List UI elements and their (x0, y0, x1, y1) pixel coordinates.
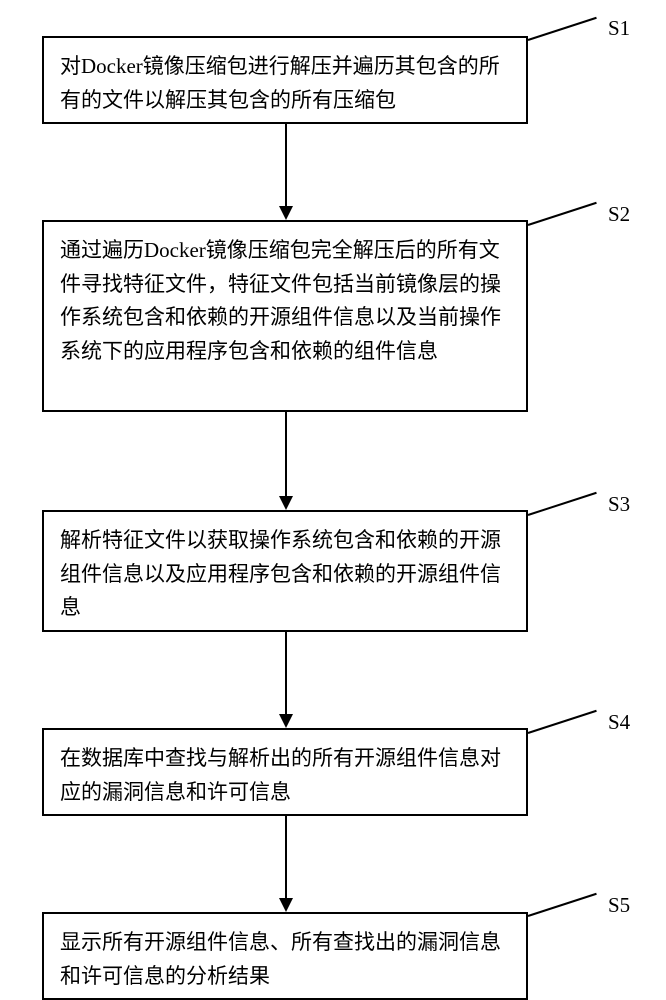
label-connector-s2 (528, 202, 597, 226)
step-label-s5: S5 (608, 893, 630, 918)
step-box-s4: 在数据库中查找与解析出的所有开源组件信息对应的漏洞信息和许可信息 (42, 728, 528, 816)
arrow-s3-s4 (279, 714, 293, 728)
step-text-s1: 对Docker镜像压缩包进行解压并遍历其包含的所有的文件以解压其包含的所有压缩包 (60, 54, 500, 112)
step-box-s2: 通过遍历Docker镜像压缩包完全解压后的所有文件寻找特征文件，特征文件包括当前… (42, 220, 528, 412)
arrow-s2-s3 (279, 496, 293, 510)
arrow-s4-s5 (279, 898, 293, 912)
connector-s1-s2 (285, 124, 287, 206)
connector-s2-s3 (285, 412, 287, 496)
label-connector-s5 (528, 893, 597, 917)
step-text-s3: 解析特征文件以获取操作系统包含和依赖的开源组件信息以及应用程序包含和依赖的开源组… (60, 528, 501, 619)
label-connector-s4 (528, 710, 597, 734)
step-label-s1: S1 (608, 16, 630, 41)
step-label-s3: S3 (608, 492, 630, 517)
step-text-s2: 通过遍历Docker镜像压缩包完全解压后的所有文件寻找特征文件，特征文件包括当前… (60, 238, 501, 363)
step-box-s3: 解析特征文件以获取操作系统包含和依赖的开源组件信息以及应用程序包含和依赖的开源组… (42, 510, 528, 632)
connector-s4-s5 (285, 816, 287, 898)
step-box-s1: 对Docker镜像压缩包进行解压并遍历其包含的所有的文件以解压其包含的所有压缩包 (42, 36, 528, 124)
arrow-s1-s2 (279, 206, 293, 220)
step-text-s4: 在数据库中查找与解析出的所有开源组件信息对应的漏洞信息和许可信息 (60, 746, 501, 804)
label-connector-s3 (528, 492, 597, 516)
connector-s3-s4 (285, 632, 287, 714)
label-connector-s1 (528, 17, 597, 41)
step-box-s5: 显示所有开源组件信息、所有查找出的漏洞信息和许可信息的分析结果 (42, 912, 528, 1000)
step-label-s2: S2 (608, 202, 630, 227)
step-text-s5: 显示所有开源组件信息、所有查找出的漏洞信息和许可信息的分析结果 (60, 930, 501, 988)
flowchart-container: 对Docker镜像压缩包进行解压并遍历其包含的所有的文件以解压其包含的所有压缩包… (0, 0, 666, 1000)
step-label-s4: S4 (608, 710, 630, 735)
